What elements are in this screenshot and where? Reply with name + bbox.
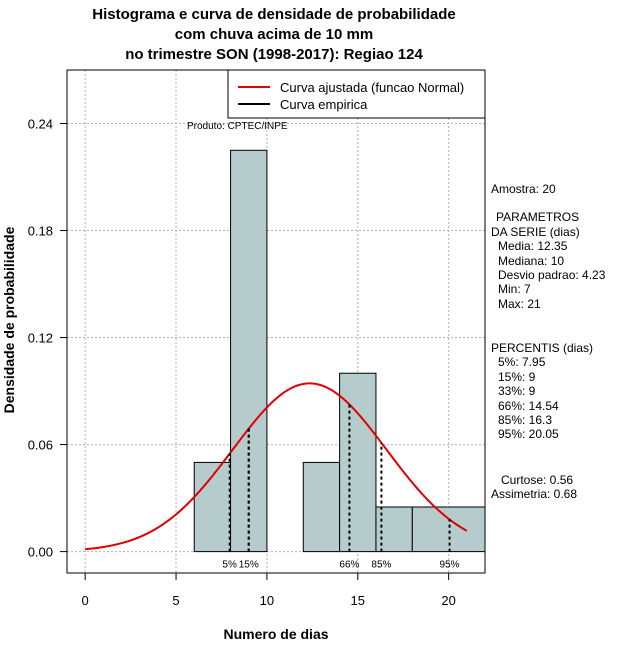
stat-p66: 66%: 14.54 [498,399,559,413]
legend: Curva ajustada (funcao Normal) Curva emp… [227,69,486,119]
stat-curtose: Curtose: 0.56 [501,473,574,487]
chart-title-line-1: Histograma e curva de densidade de proba… [92,6,456,23]
normal-fit-curve [85,382,468,551]
percentile-label-5: 5% [222,560,237,571]
legend-label-empirical: Curva empirica [280,97,368,112]
stat-media: Media: 12.35 [498,239,568,253]
y-tick-label: 0.12 [28,331,53,346]
x-tick-label: 20 [441,593,455,608]
y-tick-label: 0.24 [28,117,53,132]
y-tick-label: 0.18 [28,224,53,239]
x-axis-label: Numero de dias [223,626,328,642]
stat-desvio: Desvio padrao: 4.23 [498,268,606,282]
stat-perc-title: PERCENTIS (dias) [491,341,594,355]
stat-p85: 85%: 16.3 [498,413,553,427]
product-annotation: Produto: CPTEC/INPE [187,121,288,132]
percentile-label-85: 85% [371,560,391,571]
x-tick-label: 15 [351,593,365,608]
y-tick-label: 0.00 [28,545,53,560]
chart-title-line-2: com chuva acima de 10 mm [174,26,374,43]
stat-p95: 95%: 20.05 [498,427,559,441]
y-tick-label: 0.06 [28,438,53,453]
stat-p5: 5%: 7.95 [498,355,546,369]
percentile-label-95: 95% [440,560,460,571]
y-axis-label: Densidade de probabilidade [1,226,17,413]
x-tick-label: 10 [260,593,274,608]
stat-param-title-1: PARAMETROS [496,210,580,224]
histogram-bar-4 [339,372,377,553]
legend-label-normal: Curva ajustada (funcao Normal) [280,80,464,95]
stat-amostra: Amostra: 20 [491,182,556,196]
x-tick-label: 5 [172,593,179,608]
plot-frame [66,69,486,574]
percentile-label-66: 66% [339,560,359,571]
stat-max: Max: 21 [498,297,541,311]
stat-p15: 15%: 9 [498,370,536,384]
chart-title-line-3: no trimestre SON (1998-2017): Regiao 124 [125,46,423,63]
stat-min: Min: 7 [498,282,531,296]
stat-assimetria: Assimetria: 0.68 [491,487,578,501]
stat-param-title-2: DA SERIE (dias) [491,225,580,239]
stat-p33: 33%: 9 [498,384,536,398]
x-tick-label: 0 [82,593,89,608]
stat-mediana: Mediana: 10 [498,254,565,268]
histogram-bar-3 [302,461,341,553]
percentile-label-15: 15% [239,560,259,571]
